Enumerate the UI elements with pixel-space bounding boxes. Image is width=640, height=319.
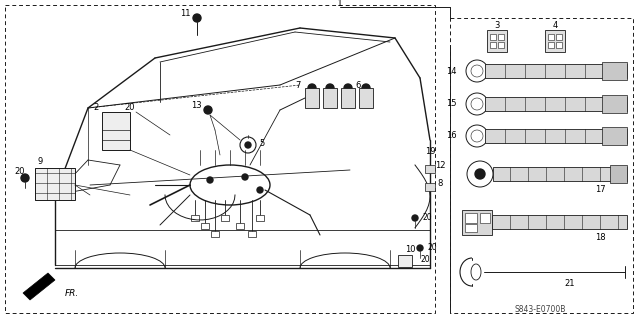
Bar: [425, 165, 435, 173]
Bar: [398, 255, 412, 267]
Bar: [492, 215, 627, 229]
Circle shape: [308, 84, 316, 92]
Text: 17: 17: [595, 184, 605, 194]
Text: 21: 21: [564, 279, 575, 288]
Bar: [323, 88, 337, 108]
Text: 12: 12: [435, 160, 445, 169]
Bar: [498, 42, 504, 48]
Bar: [602, 62, 627, 80]
Bar: [493, 167, 627, 181]
Text: 20: 20: [427, 243, 437, 253]
Bar: [102, 112, 130, 150]
Bar: [602, 95, 627, 113]
Bar: [450, 18, 633, 313]
Text: 9: 9: [37, 158, 43, 167]
Text: 19: 19: [425, 147, 435, 157]
Text: 1: 1: [337, 0, 343, 9]
Text: 7: 7: [295, 81, 301, 91]
Bar: [490, 34, 496, 40]
Text: 13: 13: [191, 100, 202, 109]
Bar: [359, 88, 373, 108]
Bar: [201, 223, 209, 229]
Bar: [465, 213, 477, 223]
Text: 4: 4: [552, 20, 557, 29]
Bar: [341, 88, 355, 108]
Text: S843-E0700B: S843-E0700B: [515, 306, 566, 315]
Text: FR.: FR.: [65, 288, 79, 298]
Bar: [248, 231, 256, 237]
Text: 10: 10: [404, 246, 415, 255]
Bar: [462, 210, 492, 235]
Text: 2: 2: [93, 102, 99, 112]
Bar: [610, 165, 627, 183]
Text: 20: 20: [420, 256, 430, 264]
Circle shape: [193, 14, 201, 22]
Bar: [485, 129, 627, 143]
Circle shape: [257, 187, 263, 193]
Circle shape: [412, 215, 418, 221]
Circle shape: [245, 142, 251, 148]
Bar: [211, 231, 219, 237]
Bar: [480, 213, 490, 223]
Bar: [465, 224, 477, 232]
Text: 20: 20: [422, 213, 432, 222]
Text: 3: 3: [494, 20, 500, 29]
Text: 6: 6: [355, 81, 361, 91]
Text: 16: 16: [446, 131, 457, 140]
Circle shape: [204, 106, 212, 114]
Circle shape: [21, 174, 29, 182]
Bar: [602, 127, 627, 145]
Circle shape: [362, 84, 370, 92]
Bar: [425, 183, 435, 191]
Bar: [485, 64, 627, 78]
Text: 15: 15: [447, 100, 457, 108]
Bar: [236, 223, 244, 229]
Text: 8: 8: [437, 179, 443, 188]
Text: 11: 11: [180, 10, 190, 19]
Bar: [556, 42, 562, 48]
Bar: [487, 30, 507, 52]
Bar: [545, 30, 565, 52]
Bar: [5, 5, 435, 313]
Text: 14: 14: [447, 66, 457, 76]
Bar: [556, 34, 562, 40]
Bar: [490, 42, 496, 48]
Polygon shape: [23, 273, 55, 300]
Circle shape: [344, 84, 352, 92]
Bar: [485, 97, 627, 111]
Bar: [498, 34, 504, 40]
Text: 20: 20: [125, 102, 135, 112]
Bar: [256, 215, 264, 221]
Text: 20: 20: [15, 167, 25, 176]
Bar: [191, 215, 199, 221]
Bar: [35, 168, 75, 200]
Circle shape: [242, 174, 248, 180]
Circle shape: [475, 169, 485, 179]
Text: 5: 5: [259, 138, 264, 147]
Circle shape: [417, 245, 423, 251]
Bar: [221, 215, 229, 221]
Bar: [548, 42, 554, 48]
Text: 18: 18: [595, 233, 605, 241]
Bar: [548, 34, 554, 40]
Circle shape: [207, 177, 213, 183]
Circle shape: [326, 84, 334, 92]
Bar: [305, 88, 319, 108]
